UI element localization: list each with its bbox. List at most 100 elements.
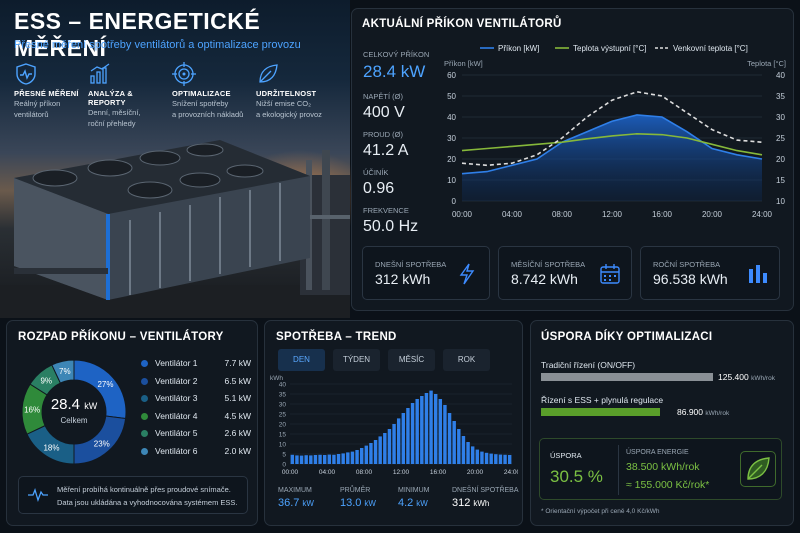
tab-year[interactable]: ROK [443,349,490,371]
ess-value: 86.900 kWh/rok [677,407,729,417]
trend-bar [494,454,498,464]
trend-bar [299,455,304,464]
savings-summary-card: ÚSPORA 30.5 % ÚSPORA ENERGIE 38.500 kWh/… [539,438,782,500]
cooler-unit-illustration [0,140,350,318]
x-tick-label: 04:00 [319,469,336,476]
metric-value: 400 V [363,104,405,121]
stat-label: MAXIMUM [278,487,312,494]
x-tick-label: 08:00 [552,210,573,219]
trend-bar [503,454,507,464]
stat-unit: kW [302,499,314,508]
tab-month[interactable]: MĚSÍC [388,349,435,371]
trend-bar [327,454,332,464]
feature-precise-measurement: PŘESNÉ MĚŘENÍ Reálný příkon ventilátorů [14,62,96,120]
x-tick-label: 00:00 [282,469,299,476]
trend-bar [364,445,369,464]
trend-bar [420,396,424,464]
traditional-unit: kWh/rok [751,375,775,382]
x-tick-label: 12:00 [393,469,410,476]
measurement-note: Měření probíhá kontinuálně přes proudové… [18,476,248,514]
trend-title: SPOTŘEBA – TREND [276,331,397,343]
y-tick-label: 20 [279,422,287,429]
money-savings-value: ≈ 155.000 Kč/rok* [626,479,710,491]
legend-dot [141,395,148,402]
trend-bar [457,429,461,464]
x-tick-label: 04:00 [502,210,523,219]
waveform-icon [28,488,48,503]
y-tick-label: 0 [282,462,286,469]
y-tick-label: 35 [279,392,287,399]
stat-number: 312 [452,497,471,509]
page-subtitle: Přesné měření spotřeby ventilátorů a opt… [14,39,301,51]
trend-bar [290,454,295,464]
legend-name: Ventilátor 6 [155,445,198,456]
slice-label: 23% [94,440,110,449]
x-tick-label: 08:00 [356,469,373,476]
trend-stat: PRŮMĚR 13.0 kW [340,487,376,509]
legend-dot [141,377,148,385]
feature-text: Nižší emise CO₂ [256,99,312,108]
savings-footnote: * Orientační výpočet při ceně 4,0 Kč/kWh [541,508,660,515]
trend-bar [401,413,406,464]
legend-name: Ventilátor 5 [155,428,198,438]
trend-bar [438,399,443,464]
trend-bar [313,455,318,464]
donut-slice [51,359,75,384]
y2-axis-label: Teplota [°C] [747,59,786,68]
slice-label: 18% [43,443,59,452]
legend-row: Ventilátor 1 7.7 kW [141,358,251,370]
feature-text: Snížení spotřeby [172,99,229,108]
trend-bar [332,454,336,464]
feature-text: ventilátorů [14,110,49,119]
calendar-icon [600,264,620,284]
leaf-icon [259,64,278,83]
hero-image-panel: ESS – ENERGETICKÉ MĚŘENÍ Přesné měření s… [0,0,370,318]
page-title: ESS – ENERGETICKÉ MĚŘENÍ [14,8,261,61]
series-line-2 [461,132,763,156]
y-tick-label: 10 [279,442,287,449]
y-tick-label: 30 [279,402,287,409]
x-tick-label: 24:00 [504,469,518,476]
feature-title: ANALÝZA & REPORTY [88,89,133,107]
y-tick-label: 40 [447,113,456,122]
legend-entry: Teplota výstupní [°C] [573,44,646,53]
ess-number: 86.900 [677,407,703,417]
slice-label: 27% [97,380,113,389]
legend-name: Ventilátor 4 [155,410,198,421]
live-power-chart: Příkon [kW] Teplota výstupní [°C] Venkovní… [444,44,786,219]
legend-value: 7.7 kW [224,358,251,368]
stat-unit: kW [416,499,428,508]
metric-label: FREKVENCE [363,206,409,215]
y-tick-label: 10 [447,176,456,185]
tab-week[interactable]: TÝDEN [333,349,380,371]
slice-label: 7% [59,367,71,376]
legend-dot [141,412,148,420]
x-tick-label: 16:00 [430,469,447,476]
feature-text: a provozních nákladů [172,110,244,119]
slice-label: 9% [40,376,52,385]
stat-value: 36.7 kW [278,497,314,509]
trend-bar [383,433,387,464]
tab-day[interactable]: DEN [278,349,325,371]
trend-bar [295,455,299,464]
donut-center-unit: kW [84,401,98,411]
legend-row: Ventilátor 2 6.5 kW [141,376,251,388]
feature-title: PŘESNÉ MĚŘENÍ [14,89,79,98]
series-line-1 [461,114,763,175]
y-axis-label: Příkon [kW] [444,59,483,68]
stat-label: PRŮMĚR [340,487,371,494]
stat-number: 4.2 [398,497,414,509]
trend-bar [378,436,382,464]
metric-label: CELKOVÝ PŘÍKON [363,50,430,59]
trend-bar [415,399,419,464]
series-line-3 [461,90,763,167]
card-value: 312 kWh [375,271,431,287]
energy-savings-label: ÚSPORA ENERGIE [626,449,689,456]
trend-bar [346,452,350,464]
feature-text: Reálný příkon [14,99,61,108]
trend-bar [373,440,378,464]
ess-unit: kWh/rok [705,410,730,417]
trend-bar [341,453,345,464]
power-breakdown-donut: 27% 23% 18% 16% 9% 7% [21,359,127,465]
